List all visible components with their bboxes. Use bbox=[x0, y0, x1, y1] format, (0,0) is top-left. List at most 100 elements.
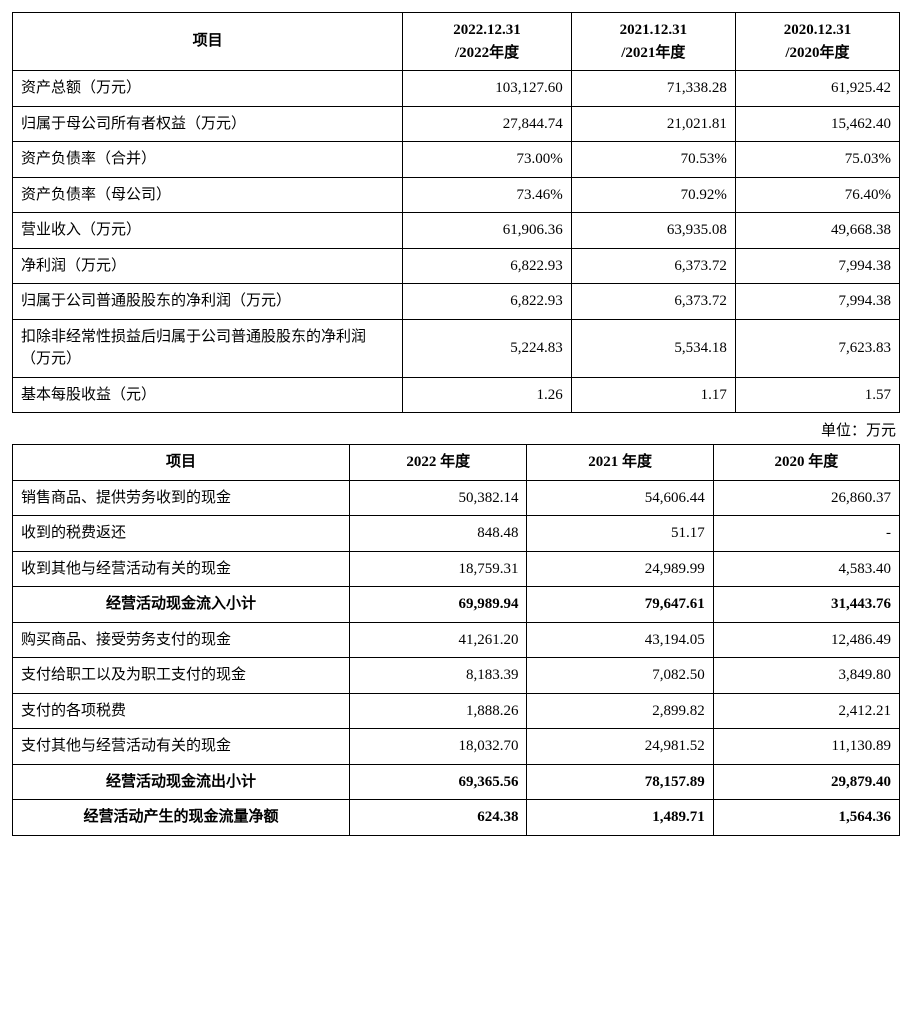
row-label: 资产负债率（合并） bbox=[13, 142, 403, 178]
t2-header-2020: 2020 年度 bbox=[713, 445, 899, 481]
cell-value: 15,462.40 bbox=[735, 106, 899, 142]
row-label: 资产总额（万元） bbox=[13, 71, 403, 107]
cell-value: 1.57 bbox=[735, 377, 899, 413]
cell-value: 11,130.89 bbox=[713, 729, 899, 765]
cell-value: 79,647.61 bbox=[527, 587, 713, 623]
cell-value: 70.53% bbox=[571, 142, 735, 178]
table-row: 归属于母公司所有者权益（万元）27,844.7421,021.8115,462.… bbox=[13, 106, 900, 142]
cell-value: 54,606.44 bbox=[527, 480, 713, 516]
cell-value: 18,032.70 bbox=[350, 729, 527, 765]
cell-value: 71,338.28 bbox=[571, 71, 735, 107]
t1-body: 项目 2022.12.31/2022年度 2021.12.31/2021年度 2… bbox=[13, 13, 900, 413]
cell-value: 848.48 bbox=[350, 516, 527, 552]
cell-value: 624.38 bbox=[350, 800, 527, 836]
unit-label: 单位：万元 bbox=[12, 419, 896, 440]
cell-value: 21,021.81 bbox=[571, 106, 735, 142]
cell-value: 26,860.37 bbox=[713, 480, 899, 516]
table-row: 基本每股收益（元）1.261.171.57 bbox=[13, 377, 900, 413]
cell-value: 6,822.93 bbox=[403, 284, 572, 320]
row-label: 归属于母公司所有者权益（万元） bbox=[13, 106, 403, 142]
t2-body: 项目 2022 年度 2021 年度 2020 年度 销售商品、提供劳务收到的现… bbox=[13, 445, 900, 836]
row-label: 基本每股收益（元） bbox=[13, 377, 403, 413]
cell-value: 24,989.99 bbox=[527, 551, 713, 587]
cell-value: 1.17 bbox=[571, 377, 735, 413]
row-label: 扣除非经常性损益后归属于公司普通股股东的净利润（万元） bbox=[13, 319, 403, 377]
cell-value: 51.17 bbox=[527, 516, 713, 552]
table-row: 资产总额（万元）103,127.6071,338.2861,925.42 bbox=[13, 71, 900, 107]
table-row: 资产负债率（母公司）73.46%70.92%76.40% bbox=[13, 177, 900, 213]
row-label: 经营活动现金流入小计 bbox=[13, 587, 350, 623]
cell-value: 1.26 bbox=[403, 377, 572, 413]
t2-header-item: 项目 bbox=[13, 445, 350, 481]
cell-value: 6,373.72 bbox=[571, 284, 735, 320]
cell-value: 18,759.31 bbox=[350, 551, 527, 587]
cell-value: 29,879.40 bbox=[713, 764, 899, 800]
table-row: 扣除非经常性损益后归属于公司普通股股东的净利润（万元）5,224.835,534… bbox=[13, 319, 900, 377]
cell-value: 5,224.83 bbox=[403, 319, 572, 377]
row-label: 支付给职工以及为职工支付的现金 bbox=[13, 658, 350, 694]
cell-value: 27,844.74 bbox=[403, 106, 572, 142]
t2-header-row: 项目 2022 年度 2021 年度 2020 年度 bbox=[13, 445, 900, 481]
t1-header-row: 项目 2022.12.31/2022年度 2021.12.31/2021年度 2… bbox=[13, 13, 900, 71]
row-label: 支付的各项税费 bbox=[13, 693, 350, 729]
t1-header-2021: 2021.12.31/2021年度 bbox=[571, 13, 735, 71]
table-row: 购买商品、接受劳务支付的现金41,261.2043,194.0512,486.4… bbox=[13, 622, 900, 658]
table-row: 支付的各项税费1,888.262,899.822,412.21 bbox=[13, 693, 900, 729]
cell-value: 5,534.18 bbox=[571, 319, 735, 377]
cell-value: 43,194.05 bbox=[527, 622, 713, 658]
table-row: 支付其他与经营活动有关的现金18,032.7024,981.5211,130.8… bbox=[13, 729, 900, 765]
cell-value: 73.46% bbox=[403, 177, 572, 213]
cell-value: 12,486.49 bbox=[713, 622, 899, 658]
row-label: 收到的税费返还 bbox=[13, 516, 350, 552]
cell-value: 6,373.72 bbox=[571, 248, 735, 284]
cell-value: 1,489.71 bbox=[527, 800, 713, 836]
cell-value: 2,899.82 bbox=[527, 693, 713, 729]
cell-value: 7,994.38 bbox=[735, 284, 899, 320]
row-label: 收到其他与经营活动有关的现金 bbox=[13, 551, 350, 587]
cell-value: 3,849.80 bbox=[713, 658, 899, 694]
row-label: 经营活动现金流出小计 bbox=[13, 764, 350, 800]
t2-header-2021: 2021 年度 bbox=[527, 445, 713, 481]
cell-value: 78,157.89 bbox=[527, 764, 713, 800]
cell-value: 2,412.21 bbox=[713, 693, 899, 729]
table-row: 经营活动现金流入小计69,989.9479,647.6131,443.76 bbox=[13, 587, 900, 623]
cell-value: 1,888.26 bbox=[350, 693, 527, 729]
cell-value: 7,082.50 bbox=[527, 658, 713, 694]
table-row: 营业收入（万元）61,906.3663,935.0849,668.38 bbox=[13, 213, 900, 249]
cell-value: 69,365.56 bbox=[350, 764, 527, 800]
row-label: 资产负债率（母公司） bbox=[13, 177, 403, 213]
cell-value: 8,183.39 bbox=[350, 658, 527, 694]
row-label: 支付其他与经营活动有关的现金 bbox=[13, 729, 350, 765]
cell-value: 4,583.40 bbox=[713, 551, 899, 587]
table-row: 经营活动现金流出小计69,365.5678,157.8929,879.40 bbox=[13, 764, 900, 800]
cell-value: 69,989.94 bbox=[350, 587, 527, 623]
cell-value: 49,668.38 bbox=[735, 213, 899, 249]
cell-value: 61,925.42 bbox=[735, 71, 899, 107]
financial-summary-table: 项目 2022.12.31/2022年度 2021.12.31/2021年度 2… bbox=[12, 12, 900, 413]
cell-value: - bbox=[713, 516, 899, 552]
cell-value: 61,906.36 bbox=[403, 213, 572, 249]
table-row: 资产负债率（合并）73.00%70.53%75.03% bbox=[13, 142, 900, 178]
table-row: 归属于公司普通股股东的净利润（万元）6,822.936,373.727,994.… bbox=[13, 284, 900, 320]
cell-value: 31,443.76 bbox=[713, 587, 899, 623]
row-label: 销售商品、提供劳务收到的现金 bbox=[13, 480, 350, 516]
cell-value: 6,822.93 bbox=[403, 248, 572, 284]
table-row: 净利润（万元）6,822.936,373.727,994.38 bbox=[13, 248, 900, 284]
cell-value: 1,564.36 bbox=[713, 800, 899, 836]
row-label: 购买商品、接受劳务支付的现金 bbox=[13, 622, 350, 658]
row-label: 净利润（万元） bbox=[13, 248, 403, 284]
t1-header-2022: 2022.12.31/2022年度 bbox=[403, 13, 572, 71]
cell-value: 63,935.08 bbox=[571, 213, 735, 249]
table-row: 销售商品、提供劳务收到的现金50,382.1454,606.4426,860.3… bbox=[13, 480, 900, 516]
row-label: 营业收入（万元） bbox=[13, 213, 403, 249]
table-row: 收到的税费返还848.4851.17- bbox=[13, 516, 900, 552]
cell-value: 70.92% bbox=[571, 177, 735, 213]
cell-value: 75.03% bbox=[735, 142, 899, 178]
t2-header-2022: 2022 年度 bbox=[350, 445, 527, 481]
t1-header-2020: 2020.12.31/2020年度 bbox=[735, 13, 899, 71]
row-label: 归属于公司普通股股东的净利润（万元） bbox=[13, 284, 403, 320]
cell-value: 50,382.14 bbox=[350, 480, 527, 516]
cell-value: 73.00% bbox=[403, 142, 572, 178]
table-row: 经营活动产生的现金流量净额624.381,489.711,564.36 bbox=[13, 800, 900, 836]
table-row: 支付给职工以及为职工支付的现金8,183.397,082.503,849.80 bbox=[13, 658, 900, 694]
